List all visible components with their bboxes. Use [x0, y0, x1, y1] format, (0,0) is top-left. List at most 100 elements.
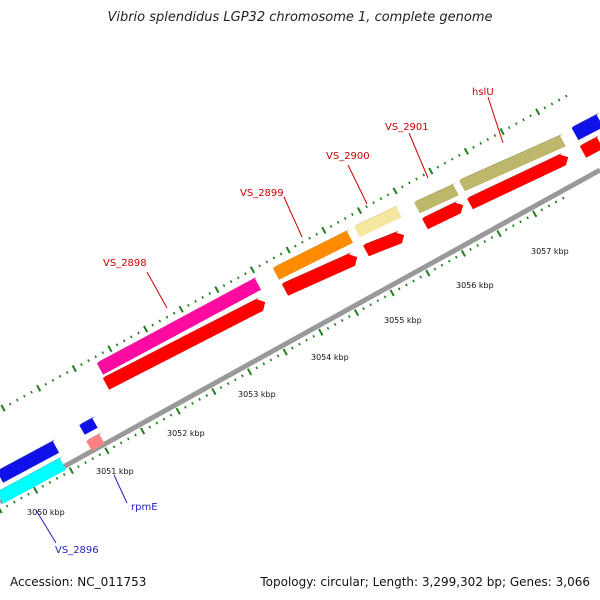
gene-block-VS_2901[interactable] [414, 184, 459, 214]
outer-tick-57 [408, 181, 411, 185]
inner-tick-36 [255, 366, 258, 370]
gene-label-VS_2898[interactable]: VS_2898 [103, 258, 147, 269]
inner-tick-79 [561, 196, 565, 200]
outer-tick-41 [293, 244, 297, 248]
inner-tick-21 [148, 425, 152, 429]
gene-block-rpmE-blue[interactable] [79, 418, 98, 435]
inner-tick-43 [305, 338, 308, 342]
cds-block-VS_2899[interactable] [281, 254, 358, 296]
outer-tick-61 [436, 165, 440, 169]
outer-tick-44 [315, 232, 319, 236]
gene-block-rpmE[interactable] [86, 434, 105, 451]
cds-block-right-edge-bevel [579, 135, 600, 147]
VS_2896-leader-line [35, 509, 57, 544]
outer-tick-47 [336, 220, 340, 224]
inner-tick-61 [433, 267, 437, 271]
outer-tick-69 [493, 134, 497, 137]
position-labels: 3050 kbp 3051 kbp 3052 kbp 3053 kbp 3054… [27, 247, 569, 517]
cds-block-VS_2901[interactable] [422, 202, 464, 230]
VS_2901-leader-line [408, 132, 429, 179]
inner-tick-29 [205, 394, 209, 397]
map-title: Vibrio splendidus LGP32 chromosome 1, co… [107, 10, 493, 25]
inner-tick-25 [175, 407, 181, 415]
outer-tick-24 [172, 311, 176, 315]
inner-tick-10 [68, 467, 74, 475]
inner-tick-50 [353, 309, 360, 317]
inner-tick-16 [112, 445, 116, 449]
inner-tick-ring [0, 196, 565, 514]
gene-label-VS_2896[interactable]: VS_2896 [55, 545, 99, 556]
cds-block-hslU[interactable] [467, 154, 569, 210]
position-label-3053: 3053 kbp [238, 390, 276, 399]
inner-tick-28 [198, 397, 201, 401]
gene-block-VS_2899-bevel [272, 229, 350, 269]
inner-tick-46 [326, 326, 330, 330]
outer-tick-79 [564, 94, 568, 98]
inner-tick-37 [262, 362, 266, 366]
cds-block-VS_2900[interactable] [363, 232, 405, 257]
inner-tick-74 [526, 216, 529, 220]
inner-tick-0 [0, 507, 3, 514]
outer-tick-49 [351, 212, 354, 217]
gene-block-left-blue[interactable] [0, 441, 60, 483]
outer-tick-48 [343, 217, 347, 220]
gene-label-rpmE[interactable]: rpmE [131, 502, 158, 513]
inner-tick-68 [483, 240, 487, 243]
inner-tick-59 [419, 275, 422, 279]
inner-tick-69 [490, 236, 494, 239]
inner-tick-3 [20, 496, 23, 500]
position-label-3056: 3056 kbp [456, 281, 494, 290]
inner-tick-35 [246, 368, 253, 376]
gene-label-VS_2899[interactable]: VS_2899 [240, 188, 284, 199]
outer-tick-19 [137, 331, 140, 335]
accession-text: Accession: NC_011753 [10, 575, 147, 589]
inner-tick-14 [98, 453, 102, 457]
feature-blocks [0, 112, 600, 504]
outer-tick-56 [400, 185, 404, 189]
position-label-3050: 3050 kbp [27, 508, 65, 517]
inner-tick-9 [62, 473, 66, 476]
inner-tick-67 [476, 243, 480, 247]
outer-tick-2 [15, 398, 19, 402]
cds-block-right-edge[interactable] [579, 137, 600, 158]
cds-block-VS_2898[interactable] [102, 299, 266, 390]
outer-tick-78 [557, 98, 561, 102]
gene-block-hslU[interactable] [459, 135, 566, 192]
outer-tick-6 [44, 382, 48, 386]
cds-block-VS_2900-bevel [363, 230, 399, 246]
inner-tick-30 [211, 388, 217, 396]
inner-tick-15 [104, 447, 110, 455]
outer-tick-9 [65, 371, 69, 374]
gene-block-right-edge[interactable] [571, 114, 600, 141]
outer-tick-74 [529, 114, 532, 118]
gene-block-right-edge-bevel [571, 112, 600, 128]
gene-label-hslU[interactable]: hslU [472, 87, 494, 98]
inner-tick-41 [290, 346, 294, 350]
inner-tick-78 [554, 200, 558, 204]
inner-tick-17 [119, 441, 123, 445]
inner-tick-6 [41, 484, 45, 488]
gene-block-VS_2896-bevel [0, 456, 63, 491]
outer-tick-16 [115, 343, 119, 347]
outer-tick-7 [51, 378, 55, 382]
genome-backbone [0, 167, 600, 505]
outer-tick-72 [514, 122, 518, 126]
gene-block-VS_2896[interactable] [0, 458, 67, 504]
outer-tick-59 [422, 173, 425, 177]
outer-tick-1 [8, 402, 12, 406]
gene-label-VS_2901[interactable]: VS_2901 [385, 122, 429, 133]
inner-tick-63 [447, 259, 451, 263]
outer-tick-0 [0, 404, 6, 412]
gene-block-VS_2898[interactable] [96, 278, 262, 375]
gene-block-VS_2900[interactable] [354, 206, 402, 238]
outer-tick-54 [386, 193, 390, 197]
gene-block-VS_2899[interactable] [272, 231, 354, 280]
gene-label-VS_2900[interactable]: VS_2900 [326, 151, 370, 162]
inner-tick-1 [5, 504, 9, 508]
inner-tick-23 [162, 417, 166, 421]
outer-tick-ring [0, 94, 568, 412]
outer-tick-50 [356, 207, 363, 215]
inner-tick-65 [460, 249, 466, 257]
outer-tick-21 [151, 323, 155, 327]
